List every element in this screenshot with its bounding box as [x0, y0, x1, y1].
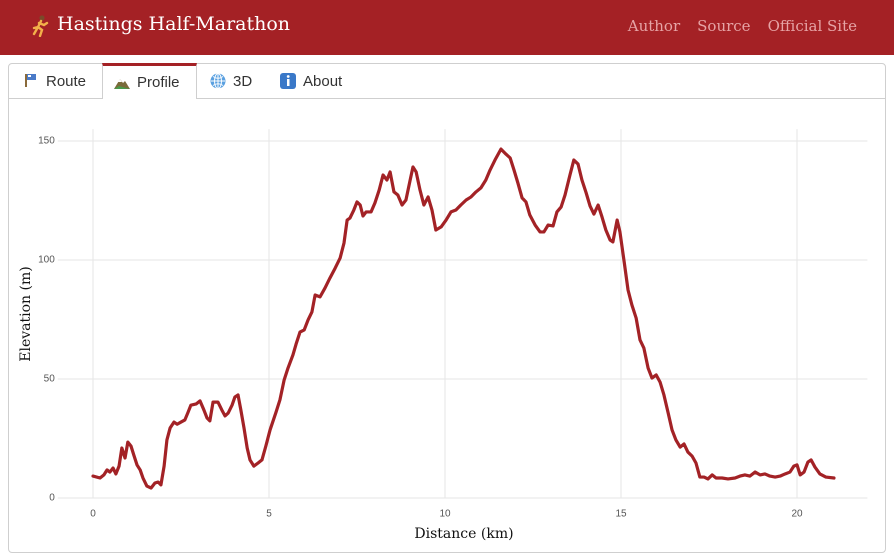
- tab[interactable]: Route: [10, 64, 102, 98]
- nav-link[interactable]: Official Site: [767, 17, 857, 35]
- header: Hastings Half-Marathon Author Source Offic…: [0, 0, 894, 55]
- tab-icon: [114, 78, 130, 89]
- tab-icon: [25, 74, 36, 87]
- y-tick-label: 0: [49, 493, 55, 504]
- runner-icon: [32, 15, 49, 37]
- tab-icon: [210, 73, 226, 89]
- tab[interactable]: About: [267, 64, 352, 98]
- x-tick-label: 15: [615, 509, 627, 520]
- panel: Route Profile 3D About: [8, 63, 886, 553]
- tab-label: About: [303, 72, 343, 90]
- nav-link[interactable]: Source: [697, 17, 751, 35]
- x-tick-label: 5: [266, 509, 272, 520]
- y-axis-title: Elevation (m): [18, 266, 34, 361]
- tab[interactable]: Profile: [102, 63, 197, 99]
- x-axis-title: Distance (km): [414, 526, 513, 542]
- x-tick-label: 10: [439, 509, 451, 520]
- nav-links: Author Source Official Site: [611, 17, 857, 35]
- tab-label: Route: [46, 72, 87, 90]
- y-tick-label: 100: [38, 255, 55, 266]
- x-tick-label: 20: [791, 509, 803, 520]
- tab-label: Profile: [137, 74, 180, 91]
- tab-label: 3D: [233, 72, 253, 90]
- tab-bar: Route Profile 3D About: [9, 63, 885, 99]
- y-tick-label: 50: [44, 374, 56, 385]
- elevation-line: [91, 147, 836, 490]
- nav-link[interactable]: Author: [627, 17, 681, 35]
- tab-icon: [280, 73, 296, 89]
- y-tick-label: 150: [38, 136, 55, 147]
- x-tick-label: 0: [90, 509, 96, 520]
- app-title: Hastings Half-Marathon: [57, 13, 291, 35]
- tab[interactable]: 3D: [197, 64, 267, 98]
